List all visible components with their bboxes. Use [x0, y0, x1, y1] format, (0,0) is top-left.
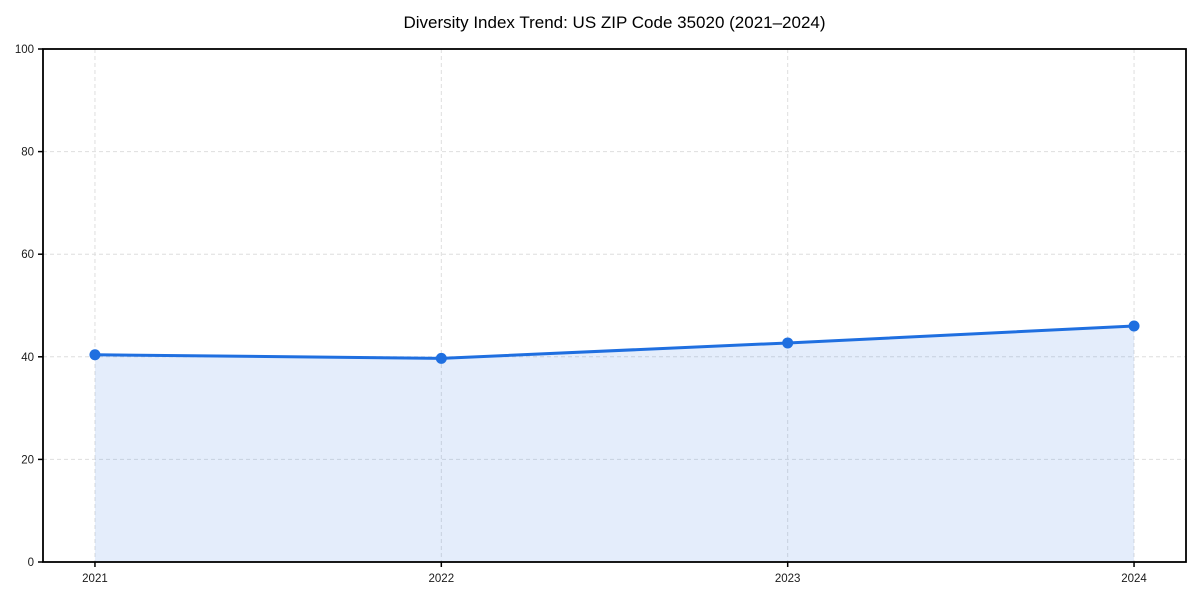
y-tick-label: 0	[28, 557, 34, 569]
data-point	[89, 349, 101, 361]
y-tick-label: 80	[21, 147, 34, 159]
x-tick-label: 2021	[82, 573, 108, 585]
area-fill	[94, 326, 1135, 562]
y-tick-label: 40	[21, 352, 34, 364]
x-tick-label: 2024	[1121, 573, 1147, 585]
y-tick-label: 60	[21, 249, 34, 261]
x-tick-label: 2022	[429, 573, 455, 585]
trend-line	[93, 324, 1136, 360]
data-point	[435, 352, 447, 364]
y-tick-label: 100	[15, 44, 34, 56]
x-tick-label: 2023	[775, 573, 801, 585]
data-point	[1128, 320, 1140, 332]
plot-frame	[42, 48, 1187, 563]
data-point	[782, 337, 794, 349]
chart-title: Diversity Index Trend: US ZIP Code 35020…	[403, 13, 826, 32]
y-tick-label: 20	[21, 454, 34, 466]
